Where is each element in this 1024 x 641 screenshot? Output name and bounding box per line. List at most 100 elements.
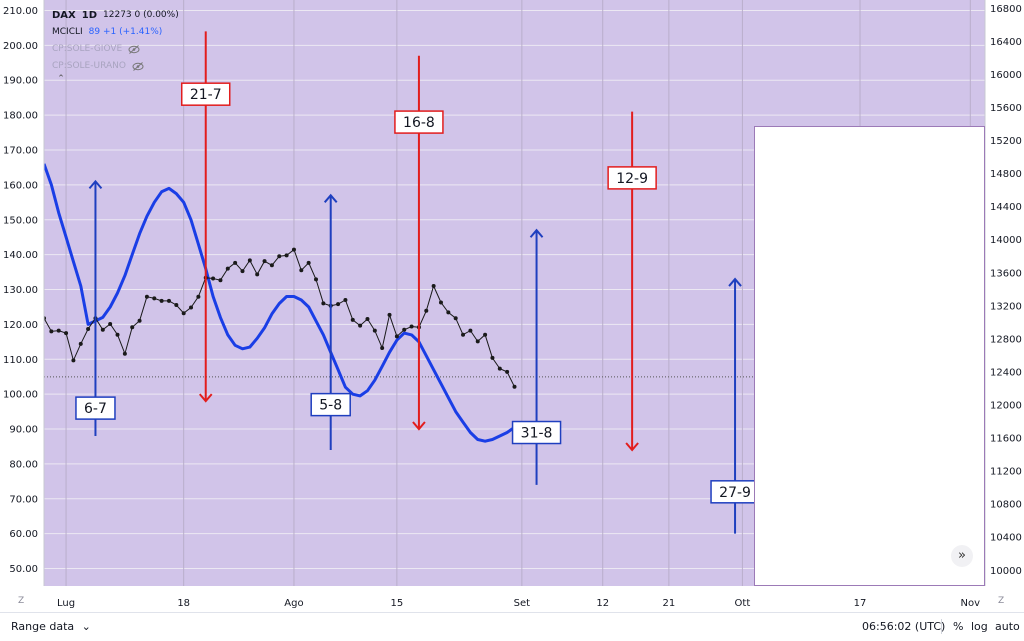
right-tick-label: 16400 (990, 37, 1022, 48)
dax-data-point (394, 334, 399, 339)
left-tick-label: 180.00 (3, 111, 38, 122)
arrow-head-icon (412, 421, 426, 431)
cycle-label: 5-8 (319, 398, 342, 414)
dax-data-point (424, 308, 429, 313)
dax-data-point (277, 254, 282, 259)
cycle-label-box (310, 392, 351, 417)
arrow-head-icon (529, 228, 544, 238)
dax-data-point (475, 339, 480, 344)
series-line-mcicli (42, 163, 516, 443)
interval-label[interactable]: 1D (81, 10, 98, 21)
dax-data-point (108, 321, 113, 326)
dax-data-point (144, 294, 149, 299)
dax-data-point (358, 323, 363, 328)
dax-data-point (431, 283, 436, 288)
time-tick-label: 17 (854, 598, 867, 609)
dax-data-point (512, 384, 517, 389)
eye-crossed-icon[interactable] (128, 45, 140, 54)
range-data-label: Range data (11, 620, 75, 633)
percent-toggle[interactable]: % (953, 620, 964, 633)
time-tick-label: Ago (284, 598, 303, 609)
legend-hidden-study[interactable]: CP:SOLE-URANO (52, 58, 179, 75)
cycle-label: 16-8 (403, 115, 435, 131)
legend-hidden-study[interactable]: CP:SOLE-GIOVE (52, 41, 179, 58)
right-tick-label: 11200 (990, 467, 1022, 478)
dax-data-point (86, 326, 91, 331)
time-tick-label: 21 (663, 598, 676, 609)
dax-data-point (152, 296, 157, 301)
dax-data-point (233, 260, 238, 265)
bottom-toolbar: Range data ⌄ 06:56:02 (UTC) % log auto (0, 612, 1024, 641)
dax-data-point (240, 269, 245, 274)
right-tick-label: 12800 (990, 334, 1022, 345)
right-tick-label: 10800 (990, 500, 1022, 511)
symbol-values: 12273 0 (0.00%) (103, 10, 179, 20)
cycle-label-box (394, 110, 444, 134)
arrow-head-icon (198, 393, 213, 403)
time-tick-label: 18 (177, 598, 190, 609)
dax-data-point (306, 260, 311, 265)
dax-data-point (490, 355, 495, 360)
indicator-name[interactable]: MCICLI (52, 27, 83, 37)
blank-panel (754, 126, 985, 586)
dax-data-point (468, 328, 473, 333)
dax-data-point (350, 317, 355, 322)
dax-data-point (100, 327, 105, 332)
dax-data-point (189, 305, 194, 310)
dax-data-point (453, 316, 458, 321)
cycle-label-box (75, 396, 116, 420)
dax-data-point (181, 311, 186, 316)
time-tick-label: Lug (57, 598, 75, 609)
dax-data-point (122, 351, 127, 356)
left-tick-label: 80.00 (9, 459, 38, 470)
left-tick-label: 200.00 (3, 41, 38, 52)
time-tick-label: 15 (391, 598, 404, 609)
hidden-study-name[interactable]: CP:SOLE-GIOVE (52, 44, 123, 54)
dax-data-point (336, 302, 341, 307)
dax-data-point (343, 298, 348, 303)
left-tick-label: 70.00 (9, 494, 38, 505)
log-toggle[interactable]: log (971, 620, 988, 633)
dax-data-point (365, 317, 370, 322)
range-data-button[interactable]: Range data ⌄ (11, 620, 91, 633)
legend-indicator[interactable]: MCICLI 89 +1 (+1.41%) (52, 24, 179, 41)
dax-data-point (174, 302, 179, 307)
eye-crossed-icon[interactable] (132, 62, 144, 71)
dax-data-point (438, 300, 443, 305)
dax-data-point (284, 253, 289, 258)
dax-data-point (321, 301, 326, 306)
corner-mark-left[interactable]: Z (18, 596, 25, 606)
right-tick-label: 11600 (990, 434, 1022, 445)
collapse-legend-icon[interactable]: ⌃ (57, 74, 65, 84)
dax-data-point (299, 268, 304, 273)
dax-data-point (56, 328, 61, 333)
left-tick-label: 60.00 (9, 529, 38, 540)
cycle-label: 21-7 (190, 87, 222, 103)
indicator-values: 89 +1 (+1.41%) (88, 27, 163, 37)
dax-data-point (372, 328, 377, 333)
left-tick-label: 90.00 (9, 425, 38, 436)
right-tick-label: 10400 (990, 533, 1022, 544)
right-tick-label: 13200 (990, 301, 1022, 312)
dax-data-point (218, 278, 223, 283)
legend-main-series[interactable]: DAX 1D 12273 0 (0.00%) (52, 7, 179, 24)
left-tick-label: 210.00 (3, 6, 38, 17)
dax-data-point (247, 258, 252, 263)
arrow-head-icon (728, 277, 742, 287)
right-tick-label: 14800 (990, 169, 1022, 180)
dax-data-point (130, 325, 135, 330)
left-tick-label: 160.00 (3, 180, 38, 191)
dax-data-point (402, 327, 407, 332)
cycle-label: 6-7 (84, 401, 107, 417)
symbol-name[interactable]: DAX (52, 10, 76, 21)
scroll-to-realtime-button[interactable]: » (951, 545, 973, 567)
corner-mark-right[interactable]: Z (998, 596, 1005, 606)
time-tick-label: 12 (596, 598, 609, 609)
utc-clock[interactable]: 06:56:02 (UTC) (862, 620, 946, 633)
chevron-down-icon: ⌄ (81, 620, 91, 633)
arrow-head-icon (88, 179, 103, 190)
right-tick-label: 16800 (990, 4, 1022, 15)
auto-toggle[interactable]: auto (995, 620, 1020, 633)
hidden-study-name[interactable]: CP:SOLE-URANO (52, 61, 126, 71)
cycle-label-box (511, 420, 562, 445)
